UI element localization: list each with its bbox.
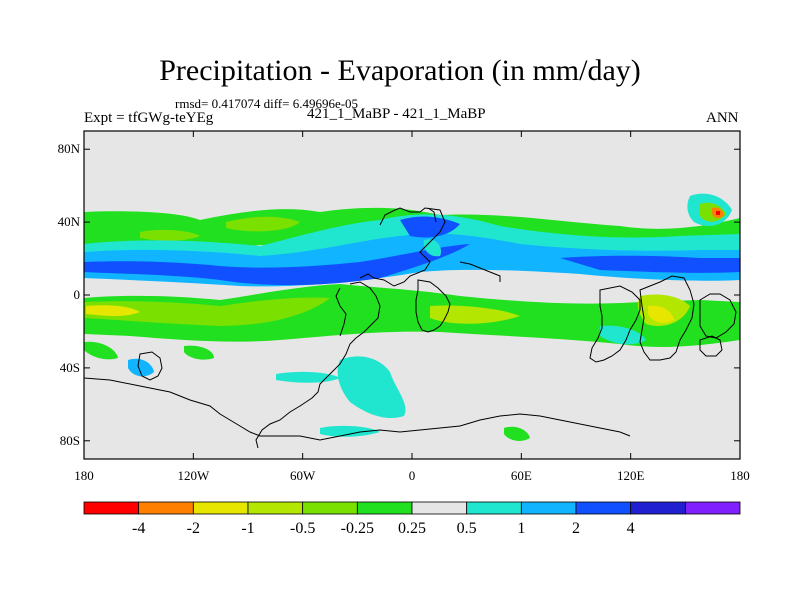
outline-se-island — [699, 335, 723, 357]
stats-line: rmsd= 0.417074 diff= 6.49696e-05 — [175, 96, 359, 111]
continent-outlines — [83, 207, 737, 449]
contour-cyan-indian — [600, 325, 646, 345]
outline-arabia — [459, 261, 501, 282]
contour-yellow-africa — [430, 305, 520, 324]
contour-cyan-southern-ocean — [320, 425, 380, 437]
colorbar-label: -0.25 — [341, 520, 374, 537]
outline-australia — [639, 275, 695, 361]
colorbar-label: 4 — [627, 520, 635, 537]
colorbar-label: -2 — [187, 520, 200, 537]
colorbar-box — [520, 501, 577, 515]
lat-tick-label: 80N — [58, 141, 81, 156]
outline-south-america-east — [335, 287, 347, 337]
lat-tick-label: 0 — [74, 287, 81, 302]
colorbar-box — [411, 501, 468, 515]
contour-lightgreen-pacific — [140, 229, 200, 241]
colorbar-box — [630, 501, 686, 515]
contour-cyan-south-atlantic — [337, 356, 406, 419]
experiment-label: Expt = tfGWg-teYEg — [84, 110, 214, 126]
outline-asia — [589, 285, 641, 363]
contour-yellow-sh — [86, 305, 140, 316]
colorbar-box — [356, 501, 413, 515]
contour-green-sh-belt — [84, 284, 740, 347]
outline-atlantic-north — [359, 207, 446, 287]
contour-green-antarctic — [504, 426, 530, 441]
lon-tick-label: 120W — [177, 468, 210, 483]
outline-africa — [415, 279, 451, 333]
lon-tick-label: 60E — [511, 468, 532, 483]
outline-antarctica — [83, 377, 631, 441]
colorbar-label: 2 — [572, 520, 580, 537]
colorbar-box — [575, 501, 632, 515]
outline-sw-island — [137, 351, 163, 381]
outline-east-asia — [699, 293, 737, 339]
chart-title: Precipitation - Evaporation (in mm/day) — [159, 54, 641, 87]
contour-red-nw-pacific — [716, 211, 720, 215]
colorbar-box — [247, 501, 304, 515]
lon-tick-label: 180 — [74, 468, 94, 483]
contour-cyan-west-sh — [84, 341, 118, 360]
colorbar-label: -1 — [241, 520, 254, 537]
contour-darkblue-itcz — [84, 244, 470, 286]
lat-tick-label: 40S — [60, 360, 80, 375]
colorbar-box — [466, 501, 522, 515]
lat-tick-label: 80S — [60, 433, 80, 448]
colorbar-box — [192, 501, 249, 515]
lon-tick-label: 60W — [290, 468, 316, 483]
colorbar: -4 -2 -1 -0.5 -0.25 0.25 0.5 1 2 4 — [83, 501, 741, 537]
season-label: ANN — [706, 110, 739, 126]
colorbar-label: -4 — [132, 520, 145, 537]
colorbar-box — [684, 501, 741, 515]
colorbar-box — [83, 501, 140, 515]
lat-tick-label: 40N — [58, 214, 81, 229]
colorbar-box — [138, 501, 194, 515]
colorbar-label: 1 — [517, 520, 525, 537]
contour-fields — [84, 193, 740, 441]
colorbar-label: -0.5 — [290, 520, 315, 537]
colorbar-label: 0.25 — [398, 520, 426, 537]
contour-lightgreen-nh — [226, 216, 300, 232]
contour-cyan-southwest — [128, 358, 154, 377]
outline-atlantic-west — [427, 207, 437, 223]
lon-tick-label: 180 — [730, 468, 750, 483]
cases-label: 421_1_MaBP - 421_1_MaBP — [307, 106, 486, 122]
outline-south-america — [255, 281, 381, 449]
contour-lightgreen-sh — [84, 297, 330, 326]
colorbar-label: 0.5 — [457, 520, 477, 537]
contour-yellow-australia — [648, 305, 674, 323]
colorbar-box — [302, 501, 358, 515]
lon-tick-label: 120E — [617, 468, 645, 483]
contour-green-sw-patch — [184, 345, 214, 360]
axis-ticks: 80N 40N 0 40S 80S 180 120W 60W 0 60E 120E 180 — [58, 131, 750, 483]
contour-blue-west-pacific — [689, 261, 699, 273]
lon-tick-label: 0 — [409, 468, 416, 483]
